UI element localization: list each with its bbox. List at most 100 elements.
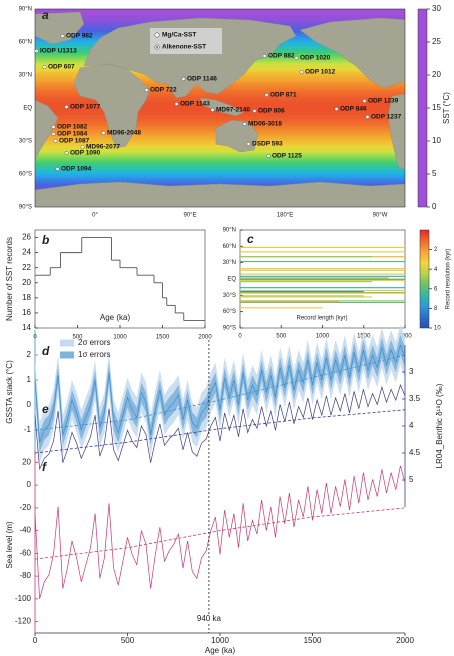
x-tick-label: 500 — [276, 334, 287, 340]
site-dot — [55, 167, 60, 171]
trend-line — [34, 409, 406, 454]
legend-swatch — [60, 339, 74, 347]
lat-label: 90°S — [19, 205, 32, 211]
x-tick-label: 500 — [72, 335, 83, 341]
x-tick-label: 1500 — [156, 335, 170, 341]
y-tick-label: 2 — [27, 350, 32, 359]
north-america — [299, 17, 405, 89]
series-line — [34, 465, 406, 599]
y-tick-label: 3.5 — [409, 394, 421, 403]
x-tick-label: 1000 — [113, 335, 127, 341]
site-label: MD96-2048 — [107, 130, 141, 137]
x-tick-label: 0 — [238, 334, 242, 340]
y-tick-label: 22 — [22, 263, 31, 272]
y-tick-label: 60°S — [223, 309, 236, 315]
colorbar-tick-label: 4 — [434, 267, 438, 273]
x-tick-label: 1500 — [304, 636, 322, 645]
legend-label: Mg/Ca-SST — [162, 32, 196, 39]
y-tick-label: 20 — [22, 278, 31, 287]
legend-symbol — [156, 46, 158, 48]
colorbar-tick-label: 30 — [432, 4, 441, 13]
y-tick-label: 4.5 — [409, 448, 421, 457]
x-tick-label: 2000 — [396, 636, 414, 645]
site-label: ODP 1239 — [368, 98, 399, 105]
site-dot — [242, 122, 247, 126]
x-tick-label: 2000 — [198, 335, 212, 341]
trend-line — [34, 354, 406, 431]
site-label: ODP 871 — [270, 92, 297, 99]
panel-letter: b — [42, 233, 49, 247]
map-legend-box — [150, 28, 222, 54]
x-tick-label: 0 — [33, 636, 38, 645]
y-tick-label: 14 — [22, 323, 31, 332]
y-tick-label: 5 — [409, 475, 414, 484]
error-band — [35, 325, 405, 463]
colorbar-tick-label: 8 — [434, 306, 438, 312]
site-dot — [299, 70, 304, 74]
eurasia — [83, 17, 297, 99]
colorbar-tick-label: 10 — [432, 136, 441, 145]
lon-label: 180°E — [277, 213, 293, 219]
site-label: ODP 882 — [268, 53, 295, 60]
site-label: ODP 722 — [150, 87, 177, 94]
site-dot — [144, 88, 149, 92]
site-dot — [262, 54, 267, 58]
site-dot — [294, 56, 299, 60]
sst-colorbar — [417, 8, 428, 208]
y-tick-label: -40 — [19, 526, 31, 535]
indonesia — [199, 97, 245, 117]
legend-symbol — [154, 32, 160, 38]
series-line — [34, 383, 406, 470]
site-label: ODP 1082 — [57, 124, 88, 131]
x-tick-label: 1000 — [211, 636, 229, 645]
y-axis-label: GSSTA stack (°C) — [5, 360, 14, 424]
site-dot — [246, 142, 251, 146]
x-axis-label: Age (ka) — [100, 313, 131, 322]
y-tick-label: 20 — [22, 457, 31, 466]
site-label: ODP 1087 — [59, 138, 90, 145]
site-label: ODP 1094 — [61, 166, 92, 173]
colorbar-tick-label: 25 — [432, 37, 441, 46]
colorbar-tick-label: 2 — [434, 247, 438, 253]
legend-label: 2σ errors — [78, 338, 111, 347]
site-dot — [210, 108, 215, 112]
site-dot — [42, 65, 47, 69]
colorbar-label: SST (°C) — [442, 92, 451, 124]
site-label: MD97-2140 — [216, 107, 250, 114]
marker-label: 940 ka — [197, 614, 222, 623]
y-tick-label: 24 — [22, 248, 31, 257]
site-label: ODP 1146 — [187, 76, 217, 83]
site-label: IODP U1313 — [40, 48, 77, 55]
panel-letter: f — [42, 460, 47, 474]
site-label: ODP 1084 — [57, 131, 88, 138]
greenland — [35, 11, 85, 45]
antarctica — [35, 181, 405, 207]
y-tick-label: -20 — [19, 503, 31, 512]
site-dot — [174, 102, 179, 106]
y-tick-label: -80 — [19, 571, 31, 580]
site-label: ODP 846 — [340, 106, 367, 113]
y-tick-label: 4 — [409, 421, 414, 430]
site-dot — [60, 34, 65, 38]
panel-letter: a — [42, 8, 49, 22]
colorbar-tick-label: 15 — [432, 103, 441, 112]
x-tick-label: 500 — [121, 636, 135, 645]
y-tick-label: 60°N — [223, 244, 236, 250]
site-dot — [64, 151, 69, 155]
site-label: ODP 1237 — [371, 114, 402, 121]
site-dot — [252, 109, 257, 113]
lat-label: 90°N — [19, 7, 32, 13]
y-tick-label: 18 — [22, 293, 31, 302]
y-tick-label: 90°N — [223, 228, 236, 234]
site-dot — [51, 125, 56, 129]
site-label: ODP 607 — [48, 64, 75, 71]
map-frame — [34, 8, 406, 208]
land — [35, 11, 405, 207]
colorbar-tick-label: 0 — [432, 202, 437, 211]
y-tick-label: 26 — [22, 233, 31, 242]
site-label: ODP 806 — [258, 108, 285, 115]
site-dot — [181, 77, 186, 81]
panel-letter: d — [42, 344, 50, 358]
site-dot — [264, 93, 269, 97]
